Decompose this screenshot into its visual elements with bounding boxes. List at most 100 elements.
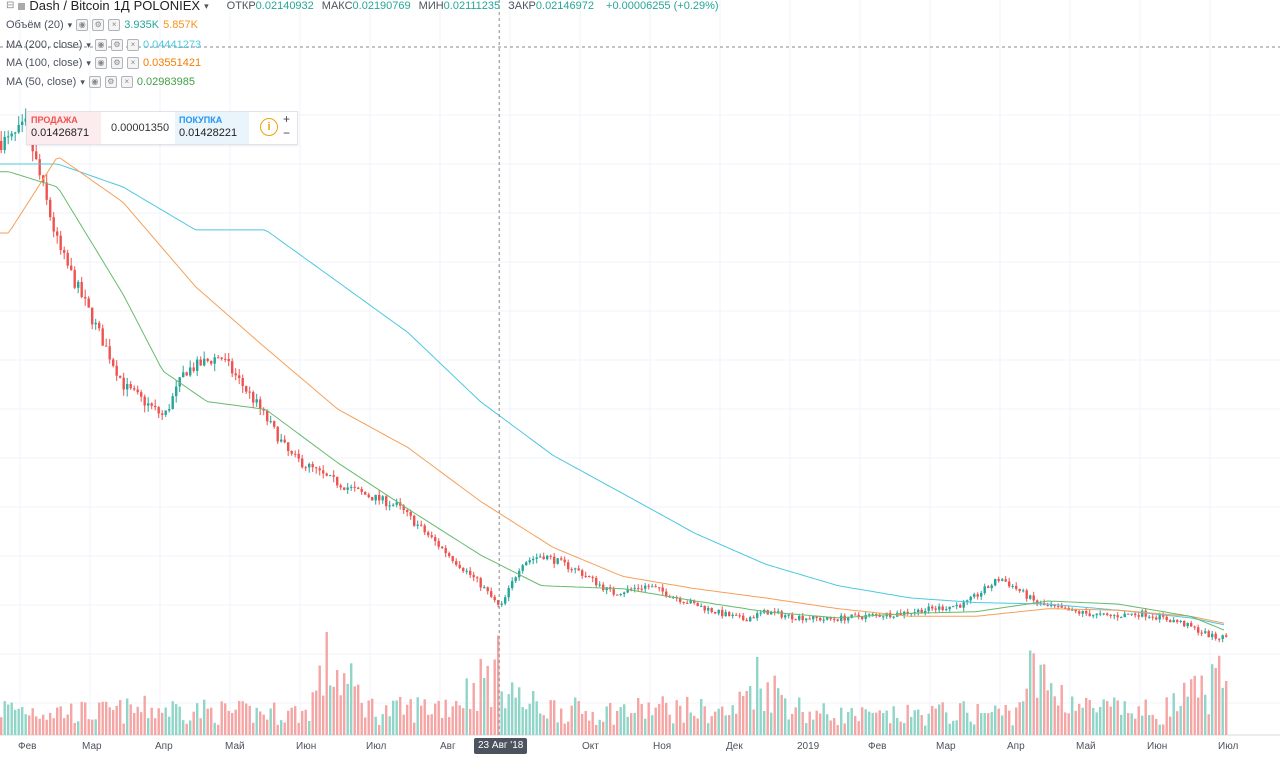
plus-icon[interactable]: + (283, 112, 291, 126)
volume-bar (843, 723, 846, 735)
candle-body (959, 604, 962, 608)
volume-bar (451, 706, 454, 735)
volume-bar (934, 708, 937, 735)
candle-body (1074, 609, 1077, 612)
eye-icon[interactable]: ◉ (94, 57, 107, 69)
volume-bar (553, 700, 556, 735)
candle-body (864, 615, 867, 619)
x-tick-label: Июн (296, 741, 317, 752)
close-icon[interactable]: × (120, 76, 133, 88)
close-icon[interactable]: × (108, 19, 121, 31)
volume-bar (220, 701, 223, 735)
info-icon[interactable]: i (260, 118, 278, 136)
candle-body (101, 328, 104, 346)
chevron-down-icon[interactable]: ▾ (67, 20, 73, 30)
indicator-label[interactable]: Объём (20) (6, 19, 64, 31)
volume-bar (483, 677, 486, 735)
candle-body (756, 613, 759, 618)
volume-bar (563, 723, 566, 735)
volume-bar (805, 723, 808, 735)
volume-bar (514, 697, 517, 735)
indicator-label[interactable]: MA (50, close) (6, 76, 77, 88)
volume-bar (360, 702, 363, 735)
interval[interactable]: 1Д (113, 0, 130, 13)
volume-bar (444, 699, 447, 735)
sell-button[interactable]: ПРОДАЖА 0.01426871 (27, 112, 101, 144)
volume-bar (1106, 701, 1109, 735)
volume-bar (283, 722, 286, 735)
candle-body (1004, 579, 1007, 582)
volume-bar (1029, 650, 1032, 735)
volume-bar (822, 703, 825, 735)
candle-body (1204, 631, 1207, 633)
indicator-label[interactable]: MA (200, close) (6, 39, 83, 51)
candle-body (94, 322, 97, 325)
candle-body (171, 396, 174, 410)
candle-body (1172, 620, 1175, 623)
settings-icon[interactable]: ⚙ (110, 39, 123, 51)
candle-body (364, 491, 367, 495)
settings-icon[interactable]: ⚙ (104, 76, 117, 88)
volume-bar (623, 704, 626, 735)
volume-bar (126, 698, 129, 735)
volume-bar (1151, 714, 1154, 735)
candle-body (819, 617, 822, 621)
candle-body (1008, 581, 1011, 587)
indicator-label[interactable]: MA (100, close) (6, 57, 83, 69)
candle-body (150, 403, 153, 406)
candle-body (122, 377, 125, 390)
volume-bar (707, 723, 710, 735)
chevron-down-icon[interactable]: ▾ (204, 1, 209, 11)
candle-body (1071, 609, 1074, 611)
volume-bar (584, 710, 587, 735)
buy-label: ПОКУПКА (179, 115, 223, 125)
volume-bar (945, 712, 948, 735)
eye-icon[interactable]: ◉ (76, 19, 89, 31)
volume-bar (31, 708, 34, 735)
eye-icon[interactable]: ◉ (94, 39, 107, 51)
volume-bar (231, 713, 234, 735)
chevron-down-icon[interactable]: ▾ (86, 40, 91, 50)
chevron-down-icon[interactable]: ▾ (86, 58, 91, 68)
volume-bar (1127, 712, 1130, 735)
volume-bar (1071, 696, 1074, 735)
candle-body (749, 617, 752, 622)
volume-bar (273, 702, 276, 735)
candle-body (700, 605, 703, 607)
exchange[interactable]: POLONIEX (133, 0, 201, 13)
collapse-icon[interactable]: ⊟ (6, 0, 15, 11)
volume-bar (577, 701, 580, 735)
candle-body (714, 611, 717, 614)
settings-icon[interactable]: ⚙ (92, 19, 105, 31)
candle-body (1190, 622, 1193, 627)
volume-bar (924, 725, 927, 735)
minus-icon[interactable]: − (283, 126, 291, 140)
candle-body (168, 409, 171, 411)
volume-bar (469, 709, 472, 735)
chevron-down-icon[interactable]: ▾ (80, 77, 85, 87)
volume-bar (752, 709, 755, 735)
volume-bar (504, 708, 507, 735)
volume-bar (38, 718, 41, 735)
buy-button[interactable]: ПОКУПКА 0.01428221 (175, 112, 249, 144)
candle-body (1218, 638, 1221, 640)
eye-icon[interactable]: ◉ (88, 76, 101, 88)
volume-bar (402, 714, 405, 735)
volume-bar (63, 718, 66, 735)
candle-body (248, 391, 251, 393)
close-icon[interactable]: × (126, 57, 139, 69)
candle-body (815, 615, 818, 618)
symbol-name[interactable]: Dash / Bitcoin (29, 0, 110, 13)
candle-body (829, 617, 832, 619)
volume-bar (140, 712, 143, 735)
candle-body (567, 562, 570, 570)
settings-icon[interactable]: ⚙ (110, 57, 123, 69)
close-icon[interactable]: × (126, 39, 139, 51)
candle-body (1183, 620, 1186, 627)
volume-bar (847, 712, 850, 735)
candle-body (262, 409, 265, 411)
volume-bar (738, 691, 741, 735)
volume-bar (129, 704, 132, 735)
volume-bar (567, 721, 570, 735)
